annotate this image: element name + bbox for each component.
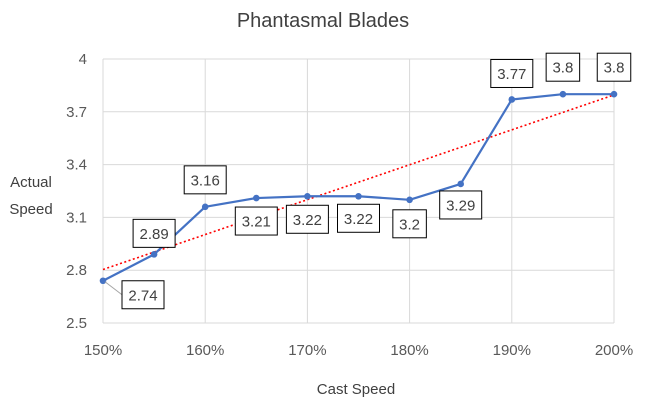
data-label: 2.74: [128, 287, 157, 304]
x-tick-label: 170%: [288, 342, 326, 359]
data-point: [406, 196, 413, 204]
leader-line: [104, 281, 123, 296]
data-label-box: [490, 58, 534, 88]
y-axis-label-line-1: Actual: [10, 174, 52, 191]
y-tick-labels: 2.5 2.8 3.1 3.4 3.7 4: [66, 51, 87, 332]
x-axis-label: Cast Speed: [317, 381, 395, 398]
data-label: 3.8: [552, 60, 573, 77]
data-point: [559, 90, 567, 98]
data-point: [457, 180, 465, 188]
data-labels: 2.74 2.89 3.16 3.21 3.22 3.22 3.2 3.29 3.77 3.8 3.…: [104, 52, 632, 310]
chart-title: Phantasmal Blades: [237, 10, 409, 32]
series-line: [102, 93, 614, 282]
y-tick-label: 3.4: [66, 157, 87, 174]
data-label: 3.77: [497, 66, 526, 83]
data-point: [355, 192, 362, 200]
data-label: 3.22: [344, 211, 373, 228]
data-label-box: [596, 52, 632, 82]
y-axis-label-line-2: Speed: [9, 201, 52, 218]
data-label: 2.89: [139, 226, 168, 243]
data-label-box: [392, 209, 427, 239]
y-tick-label: 2.8: [66, 262, 87, 279]
y-tick-label: 2.5: [66, 315, 87, 332]
trendline: [102, 94, 615, 271]
data-label: 3.21: [242, 214, 271, 231]
data-point: [508, 96, 516, 103]
data-label: 3.29: [446, 197, 475, 214]
y-tick-label: 4: [79, 51, 87, 68]
data-label-box: [545, 52, 581, 82]
trendline-group: [102, 94, 615, 271]
data-label-box: [439, 190, 483, 220]
x-tick-label: 180%: [390, 342, 428, 359]
x-tick-label: 160%: [186, 342, 224, 359]
data-label: 3.8: [604, 60, 625, 77]
data-label-box: [234, 206, 278, 236]
data-label-box: [183, 165, 227, 195]
data-point: [304, 192, 311, 200]
x-tick-label: 200%: [595, 342, 633, 359]
x-tick-label: 150%: [84, 342, 122, 359]
y-tick-label: 3.1: [66, 209, 87, 226]
data-point: [150, 251, 158, 258]
data-label-box: [285, 204, 329, 234]
x-tick-label: 190%: [493, 342, 531, 359]
data-label: 3.22: [293, 212, 322, 229]
grid: [102, 58, 615, 324]
data-label: 3.2: [399, 216, 420, 233]
series-group: [99, 90, 618, 285]
data-label-box: [132, 218, 176, 248]
data-label-box: [337, 203, 380, 233]
data-point: [201, 203, 209, 211]
data-point: [252, 194, 260, 202]
data-point: [610, 90, 618, 98]
x-tick-labels: 150% 160% 170% 180% 190% 200%: [84, 342, 633, 359]
y-tick-label: 3.7: [66, 104, 87, 121]
data-point: [99, 277, 107, 285]
data-label: 3.16: [191, 172, 220, 189]
data-label-box: [121, 280, 165, 310]
